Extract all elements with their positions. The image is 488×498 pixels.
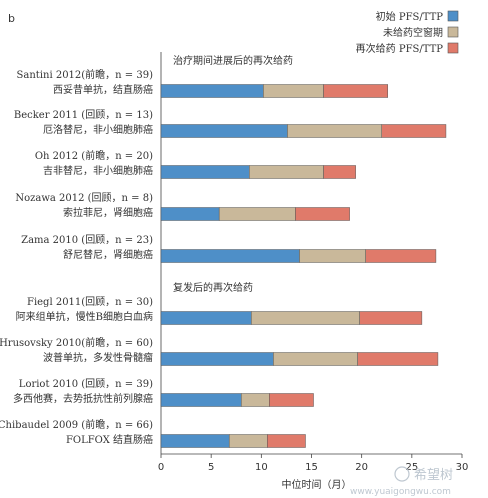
bar-segment [365,249,437,263]
section-title: 复发后的再次给药 [173,281,253,294]
therapy-label: 舒尼替尼，肾细胞癌 [63,248,153,261]
x-tick-label: 5 [208,462,214,473]
bar-segment [287,124,382,138]
legend-swatch-initial [447,10,459,22]
bar-segment [295,207,350,221]
plot-area: 0 5 10 15 20 25 30 中位时间（月） 治疗期间进展后的再次给药 Santini 2… [0,52,468,491]
bar-segment [323,84,389,98]
therapy-label: 索拉菲尼，肾细胞癌 [63,206,153,219]
therapy-label: 厄洛替尼，非小细胞肺癌 [43,123,153,136]
x-axis-title: 中位时间（月） [282,478,352,491]
bar-segment [218,207,296,221]
study-label: Oh 2012 (前瞻，n = 20) [35,149,153,162]
legend-label-gap: 未给药空窗期 [383,26,443,39]
therapy-label: 阿来组单抗，慢性B细胞白血病 [16,310,153,323]
watermark-url: www.yuaigongwu.com [350,487,451,497]
bar-segment [357,352,439,366]
bar-segment [160,84,264,98]
x-tick-label: 10 [255,462,268,473]
study-label: Becker 2011 (回顾，n = 13) [14,109,153,121]
x-tick-label: 15 [305,462,318,473]
bar-segment [160,124,288,138]
study-label: Loriot 2010 (回顾，n = 39) [19,378,153,390]
bar-segment [228,434,268,448]
therapy-label: FOLFOX 结直肠癌 [66,433,153,446]
x-tick-label: 20 [355,462,368,473]
legend-swatch-rechallenge [447,42,459,54]
legend: 初始 PFS/TTP 未给药空窗期 再次给药 PFS/TTP [356,10,459,55]
bar-segment [160,207,220,221]
bar-segment [323,165,356,179]
bar-segment [299,249,366,263]
bar-segment [249,165,324,179]
study-label: Zama 2010 (回顾，n = 23) [21,234,153,246]
study-label: Hrusovsky 2010(前瞻，n = 60) [0,336,153,349]
bar-segment [160,434,230,448]
x-tick-label: 0 [158,462,164,473]
bar-segment [263,84,324,98]
x-tick-label: 30 [456,462,469,473]
therapy-label: 多西他赛，去势抵抗性前列腺癌 [13,392,153,405]
watermark-brand: 希望树 [414,467,453,483]
bar-segment [160,352,274,366]
panel-label: b [8,12,15,25]
study-label: Nozawa 2012 (回顾，n = 8) [15,192,153,204]
watermark: 希望树 www.yuaigongwu.com [350,466,453,497]
bar-segment [160,311,252,325]
watermark-logo-icon [394,466,410,482]
bar-segment [381,124,447,138]
bar-segment [241,393,270,407]
bar-segment [251,311,360,325]
bar-segment [267,434,306,448]
legend-swatch-gap [447,26,459,38]
legend-label-initial: 初始 PFS/TTP [376,10,444,23]
x-tick-label: 25 [405,462,418,473]
bar-segment [160,165,250,179]
study-label: Chibaudel 2009 (前瞻，n = 66) [0,418,153,431]
therapy-label: 西妥昔单抗，结直肠癌 [53,83,153,96]
bar-segment [359,311,423,325]
bar-segment [160,393,242,407]
study-label: Fiegl 2011(回顾，n = 30) [27,296,153,308]
therapy-label: 波普单抗，多发性骨髓瘤 [43,351,153,364]
bar-segment [160,249,300,263]
study-label: Santini 2012(前瞻，n = 39) [17,68,154,81]
section-title: 治疗期间进展后的再次给药 [173,54,293,67]
bar-segment [273,352,358,366]
bar-segment [269,393,314,407]
therapy-label: 吉非替尼，非小细胞肺癌 [43,164,153,177]
legend-label-rechallenge: 再次给药 PFS/TTP [356,42,444,55]
